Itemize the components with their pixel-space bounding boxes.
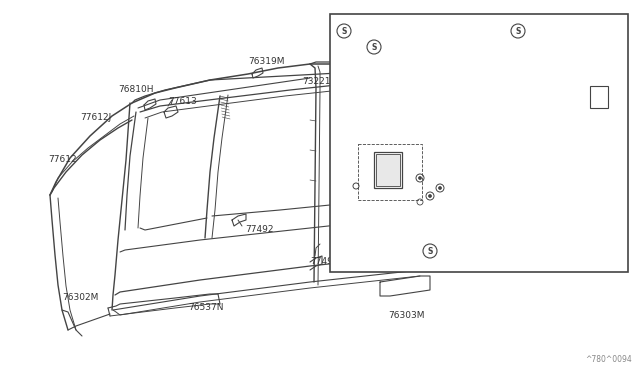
Bar [374, 152, 402, 188]
Text: 76537P: 76537P [390, 228, 424, 237]
Bar [358, 144, 422, 200]
Text: 76319M: 76319M [248, 58, 285, 67]
Text: 73221E: 73221E [408, 124, 442, 132]
Text: 77494: 77494 [310, 257, 339, 266]
Text: 78120N: 78120N [366, 87, 396, 96]
Text: 08360-5145D: 08360-5145D [440, 244, 492, 253]
Text: 78520F: 78520F [524, 81, 552, 90]
Text: 78810C: 78810C [342, 224, 371, 232]
Text: 79910Q: 79910Q [334, 182, 364, 190]
Text: 77613: 77613 [168, 97, 196, 106]
Bar [376, 154, 400, 186]
Text: 77612J: 77612J [80, 113, 111, 122]
Text: 08363-6165D: 08363-6165D [528, 23, 580, 32]
Text: 76537N: 76537N [188, 304, 223, 312]
Circle shape [438, 186, 442, 189]
Text: 84477M: 84477M [590, 81, 621, 90]
Text: 84440G: 84440G [516, 224, 546, 232]
Text: S: S [341, 26, 347, 35]
Text: (E): (E) [443, 256, 454, 264]
Text: 79830E: 79830E [510, 113, 539, 122]
Bar [590, 86, 608, 108]
Text: 77612: 77612 [48, 155, 77, 164]
Text: 08310-6165D: 08310-6165D [384, 39, 436, 48]
Text: 76810H: 76810H [118, 86, 154, 94]
Text: 78500E: 78500E [370, 102, 399, 110]
Text: 73221E: 73221E [302, 77, 336, 87]
Text: 76303M: 76303M [388, 311, 424, 321]
Text: 78520G: 78520G [586, 190, 616, 199]
Text: ^780^0094: ^780^0094 [585, 355, 632, 364]
Bar [330, 14, 628, 272]
Text: S: S [515, 26, 521, 35]
Text: 78520N: 78520N [434, 224, 464, 232]
Text: S: S [428, 247, 433, 256]
Text: 78815M: 78815M [334, 144, 365, 153]
Text: 84478E: 84478E [590, 176, 619, 185]
Text: 08360-5145D: 08360-5145D [355, 23, 407, 32]
Text: (2): (2) [352, 35, 363, 45]
Text: 76302M: 76302M [62, 294, 99, 302]
Circle shape [429, 195, 431, 198]
Text: 73221E: 73221E [368, 103, 402, 112]
Text: 78500G: 78500G [592, 144, 622, 153]
Text: S: S [371, 42, 377, 51]
Text: 77492: 77492 [245, 225, 273, 234]
Circle shape [419, 176, 422, 180]
Text: 78520M: 78520M [590, 161, 621, 170]
Text: 78856: 78856 [398, 198, 422, 206]
